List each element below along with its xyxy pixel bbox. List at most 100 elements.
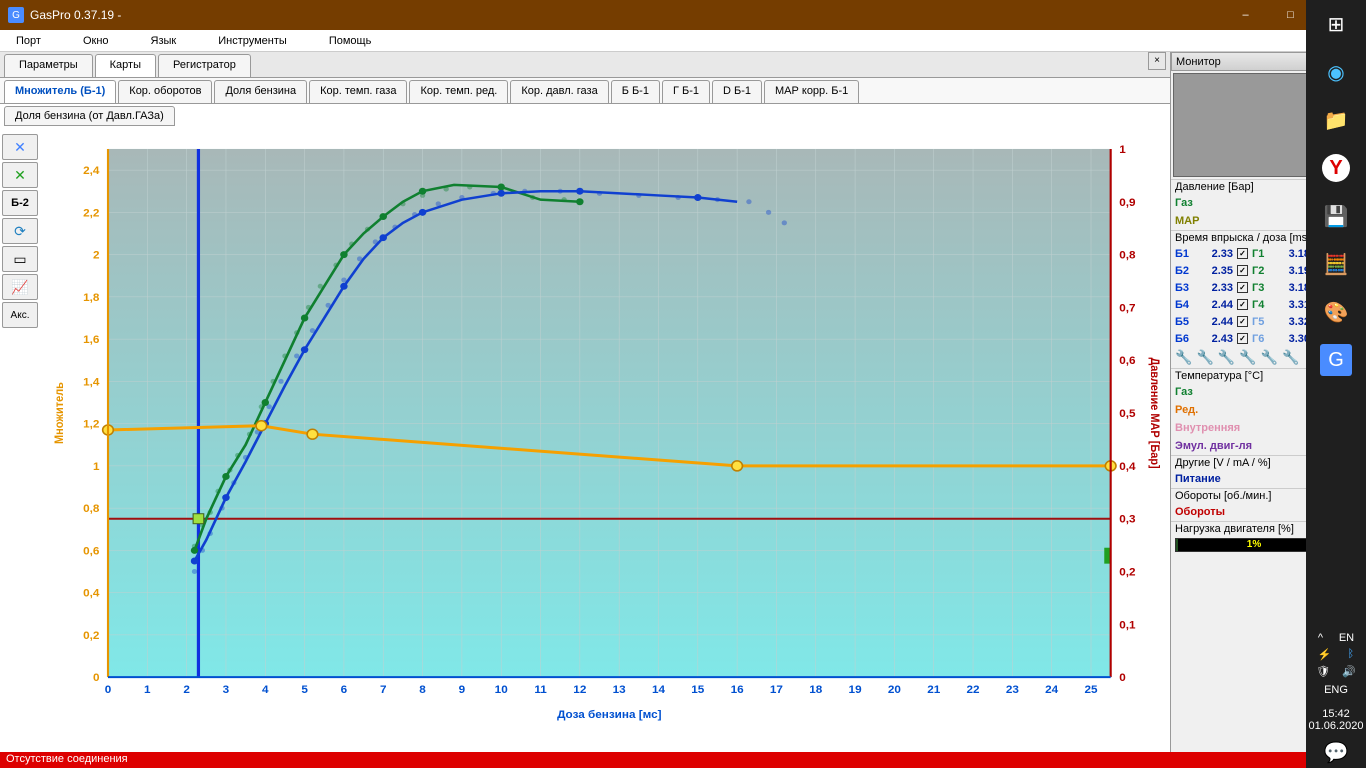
system-tray[interactable]: ^ EN ⚡ ᛒ 🛡 🔊 ENG [1306, 626, 1366, 704]
tab-petrol-share[interactable]: Доля бензина [214, 80, 307, 103]
tool-x-blue[interactable]: ✕ [2, 134, 38, 160]
tab-db1[interactable]: D Б-1 [712, 80, 762, 103]
tertiary-tabs: Доля бензина (от Давл.ГАЗа) [0, 104, 1170, 128]
svg-text:13: 13 [613, 684, 626, 696]
tray-lang1[interactable]: EN [1339, 632, 1354, 644]
svg-text:0,1: 0,1 [1119, 620, 1135, 632]
pane-close-button[interactable]: × [1148, 52, 1166, 70]
inj-b-label: Б5 [1175, 316, 1197, 328]
inj-g-label: Г2 [1252, 265, 1274, 277]
taskbar-clock[interactable]: 15:42 01.06.2020 [1306, 704, 1366, 736]
tray-lang2[interactable]: ENG [1310, 680, 1362, 700]
svg-text:Давление МАР [Бар]: Давление МАР [Бар] [1148, 357, 1160, 468]
tool-b2[interactable]: Б-2 [2, 190, 38, 216]
tool-line[interactable]: 📈 [2, 274, 38, 300]
inj-b-checkbox[interactable]: ✓ [1237, 265, 1248, 276]
inj-icon: 🔧 [1239, 349, 1256, 366]
tray-power-icon[interactable]: ⚡ [1318, 648, 1332, 661]
svg-text:2: 2 [183, 684, 190, 696]
inj-b-checkbox[interactable]: ✓ [1237, 299, 1248, 310]
save-icon[interactable]: 💾 [1306, 192, 1366, 240]
svg-text:0,6: 0,6 [1119, 356, 1135, 368]
menu-help[interactable]: Помощь [323, 33, 378, 49]
tray-shield-icon[interactable]: 🛡 [1316, 665, 1330, 678]
calc-icon[interactable]: 🧮 [1306, 240, 1366, 288]
svg-text:0,3: 0,3 [1119, 514, 1135, 526]
svg-text:1: 1 [1119, 144, 1126, 156]
inj-b-checkbox[interactable]: ✓ [1237, 282, 1248, 293]
svg-text:19: 19 [849, 684, 862, 696]
svg-text:0,4: 0,4 [83, 588, 100, 600]
tab-red-temp[interactable]: Кор. темп. ред. [409, 80, 508, 103]
tab-petrol-from-gas[interactable]: Доля бензина (от Давл.ГАЗа) [4, 106, 175, 126]
svg-text:0,6: 0,6 [83, 546, 99, 558]
tab-gb1[interactable]: Г Б-1 [662, 80, 710, 103]
inj-b-checkbox[interactable]: ✓ [1237, 333, 1248, 344]
inj-b-checkbox[interactable]: ✓ [1237, 248, 1248, 259]
svg-text:2: 2 [93, 250, 100, 262]
svg-text:5: 5 [301, 684, 308, 696]
svg-text:0,9: 0,9 [1119, 197, 1135, 209]
tab-registrator[interactable]: Регистратор [158, 54, 251, 77]
tab-bb1[interactable]: Б Б-1 [611, 80, 660, 103]
svg-text:3: 3 [223, 684, 230, 696]
menu-port[interactable]: Порт [10, 33, 47, 49]
status-bar: Отсутствие соединения [0, 752, 1306, 768]
svg-text:0,8: 0,8 [1119, 250, 1135, 262]
minimize-button[interactable]: – [1223, 0, 1268, 30]
notifications-icon[interactable]: 💬 [1306, 736, 1366, 768]
clock-time: 15:42 [1306, 708, 1366, 720]
yandex-icon[interactable]: Y [1322, 154, 1350, 182]
gaspro-icon[interactable]: G [1320, 344, 1352, 376]
menu-tools[interactable]: Инструменты [212, 33, 293, 49]
inj-b-value: 2.44 [1197, 316, 1233, 328]
explorer-icon[interactable]: 📁 [1306, 96, 1366, 144]
start-button[interactable]: ⊞ [1306, 0, 1366, 48]
paint-icon[interactable]: 🎨 [1306, 288, 1366, 336]
tab-rpm-corr[interactable]: Кор. оборотов [118, 80, 212, 103]
tool-x-green[interactable]: ✕ [2, 162, 38, 188]
svg-text:2,4: 2,4 [83, 165, 100, 177]
clock-date: 01.06.2020 [1306, 720, 1366, 732]
svg-text:16: 16 [731, 684, 744, 696]
tab-gas-temp[interactable]: Кор. темп. газа [309, 80, 407, 103]
menu-language[interactable]: Язык [145, 33, 183, 49]
tool-refresh[interactable]: ⟳ [2, 218, 38, 244]
tab-params[interactable]: Параметры [4, 54, 93, 77]
svg-text:4: 4 [262, 684, 269, 696]
secondary-tabs: Множитель (Б-1) Кор. оборотов Доля бензи… [0, 78, 1170, 104]
svg-text:7: 7 [380, 684, 387, 696]
menu-window[interactable]: Окно [77, 33, 115, 49]
tab-map-corr[interactable]: МАР корр. Б-1 [764, 80, 859, 103]
app-icon: G [8, 7, 24, 23]
inj-g-value: 3.31 [1274, 299, 1310, 311]
menubar: Порт Окно Язык Инструменты Помощь [0, 30, 1366, 52]
tray-bluetooth-icon[interactable]: ᛒ [1347, 648, 1354, 661]
inj-b-value: 2.35 [1197, 265, 1233, 277]
inj-b-label: Б2 [1175, 265, 1197, 277]
inj-b-value: 2.43 [1197, 333, 1233, 345]
titlebar: G GasPro 0.37.19 - – □ × [0, 0, 1366, 30]
tab-multiplier[interactable]: Множитель (Б-1) [4, 80, 116, 103]
svg-text:0,5: 0,5 [1119, 408, 1135, 420]
svg-text:0,4: 0,4 [1119, 461, 1136, 473]
svg-text:15: 15 [691, 684, 704, 696]
windows-taskbar: ⊞ ◉ 📁 Y 💾 🧮 🎨 G ^ EN ⚡ ᛒ 🛡 🔊 ENG 15:42 01.0… [1306, 0, 1366, 768]
tool-aks[interactable]: Акс. [2, 302, 38, 328]
svg-text:1,6: 1,6 [83, 334, 99, 346]
chart[interactable]: 0123456789101112131415161718192021222324… [44, 134, 1164, 732]
temp-int-label: Внутренняя [1175, 422, 1240, 434]
svg-text:18: 18 [809, 684, 822, 696]
edge-icon[interactable]: ◉ [1306, 48, 1366, 96]
chart-tools: ✕ ✕ Б-2 ⟳ ▭ 📈 Акс. [2, 134, 42, 330]
svg-text:11: 11 [534, 684, 546, 696]
tab-maps[interactable]: Карты [95, 54, 156, 77]
tool-rect[interactable]: ▭ [2, 246, 38, 272]
tab-gas-press[interactable]: Кор. давл. газа [510, 80, 608, 103]
tray-sound-icon[interactable]: 🔊 [1342, 665, 1356, 678]
inj-b-checkbox[interactable]: ✓ [1237, 316, 1248, 327]
tray-chevron-icon[interactable]: ^ [1318, 632, 1323, 644]
monitor-title: Монитор [1176, 56, 1221, 68]
svg-text:17: 17 [770, 684, 783, 696]
inj-g-label: Г4 [1252, 299, 1274, 311]
